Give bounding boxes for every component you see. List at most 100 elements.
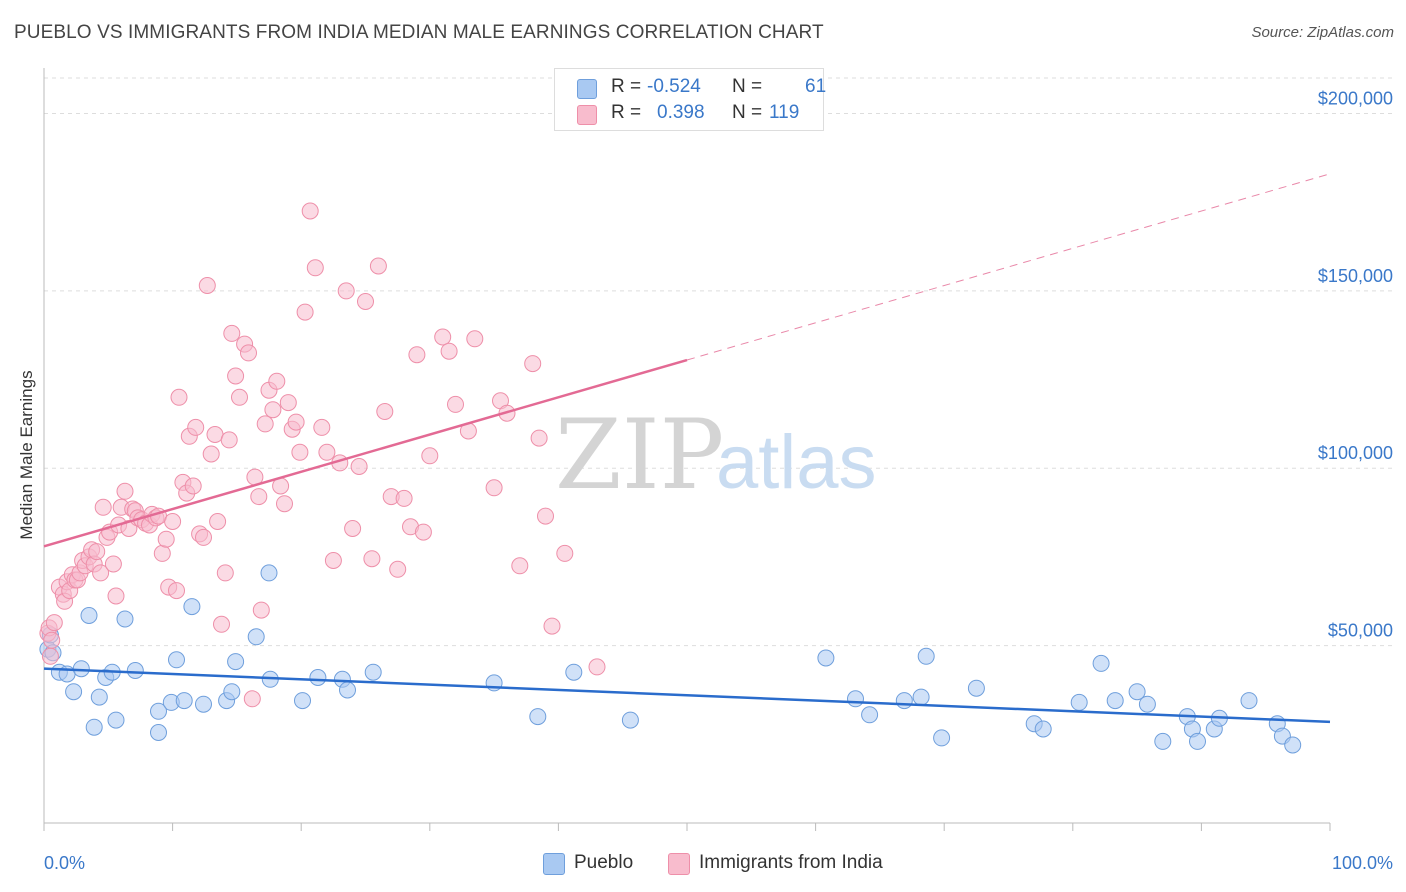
india-point <box>543 617 561 635</box>
axes <box>43 68 1331 831</box>
india-point <box>318 443 336 461</box>
india-point <box>287 413 305 431</box>
y-tick-labels: $50,000 $100,000 $150,000 $200,000 <box>1318 88 1393 640</box>
india-point <box>195 528 212 546</box>
india-point <box>223 324 241 342</box>
india-point <box>485 479 503 497</box>
x-tick-label: 100.0% <box>1332 853 1393 873</box>
india-point <box>209 513 227 530</box>
pueblo-point <box>260 564 278 582</box>
india-point <box>213 615 230 633</box>
pueblo-point <box>1138 695 1156 713</box>
india-point <box>202 445 220 463</box>
y-tick-label: $200,000 <box>1318 88 1393 108</box>
legend-r-value: 0.398 <box>657 102 705 123</box>
india-point <box>45 614 63 632</box>
india-point <box>220 431 238 449</box>
india-point <box>408 346 426 364</box>
pueblo-point <box>90 688 108 706</box>
india-point <box>556 544 574 562</box>
india-point <box>324 552 342 569</box>
india-point <box>440 342 458 360</box>
pueblo-point <box>529 708 547 726</box>
pueblo-point <box>1189 732 1206 750</box>
india-point <box>363 550 381 568</box>
pueblo-point <box>817 649 835 667</box>
pueblo-point <box>621 711 639 729</box>
india-point <box>344 520 362 537</box>
india-swatch <box>577 105 597 125</box>
india-point <box>530 429 548 447</box>
pueblo-swatch <box>577 79 597 99</box>
pueblo-point <box>126 662 144 679</box>
india-point <box>252 601 270 619</box>
pueblo-point <box>895 692 913 710</box>
pueblo-point <box>1284 736 1302 754</box>
india-point <box>157 530 175 548</box>
india-point <box>198 277 216 294</box>
india-point <box>306 259 324 277</box>
pueblo-point <box>227 653 245 671</box>
pueblo-point <box>1106 692 1124 710</box>
india-point <box>41 647 59 665</box>
watermark: ZIP atlas <box>555 399 877 511</box>
pueblo-point <box>1070 693 1088 711</box>
y-tick-label: $150,000 <box>1318 266 1393 286</box>
x-tick-labels: 0.0% 100.0% <box>44 853 1393 873</box>
india-point <box>389 560 407 578</box>
pueblo-legend-swatch <box>543 853 565 875</box>
india-point <box>301 202 319 220</box>
pueblo-point <box>294 692 311 710</box>
y-tick-label: $50,000 <box>1328 621 1393 641</box>
legend-n-value: 61 <box>805 76 827 97</box>
india-point <box>291 443 309 461</box>
india-point <box>524 355 542 373</box>
india-point <box>511 557 529 575</box>
india-legend-label: Immigrants from India <box>699 852 883 873</box>
correlation-legend: R = -0.524 N = 61 R = 0.398 N = 119 <box>554 68 827 131</box>
pueblo-point <box>847 690 864 708</box>
pueblo-point <box>917 647 935 665</box>
india-point <box>43 631 61 649</box>
data-points <box>39 202 1302 754</box>
pueblo-point <box>247 628 265 646</box>
pueblo-point <box>1034 720 1052 738</box>
pueblo-point <box>967 679 985 697</box>
india-point <box>250 488 268 506</box>
india-point <box>107 587 125 605</box>
india-point <box>537 507 554 525</box>
pueblo-point <box>1128 683 1146 701</box>
india-point <box>164 513 182 530</box>
india-trend-line <box>43 358 688 548</box>
pueblo-point <box>183 598 201 616</box>
india-point <box>376 403 394 420</box>
pueblo-point <box>861 706 879 724</box>
india-point <box>395 489 413 507</box>
india-point <box>184 477 202 495</box>
india-point <box>256 415 274 433</box>
india-point <box>466 330 484 348</box>
pueblo-point <box>912 688 930 706</box>
india-point <box>88 543 106 561</box>
x-tick-label: 0.0% <box>44 853 85 873</box>
trend-lines <box>43 173 1331 724</box>
india-point <box>187 418 205 436</box>
india-point <box>227 367 245 385</box>
pueblo-point <box>85 718 103 736</box>
y-tick-label: $100,000 <box>1318 443 1393 463</box>
pueblo-point <box>1240 692 1258 710</box>
watermark-atlas: atlas <box>716 420 877 505</box>
india-point <box>414 523 432 541</box>
india-point <box>313 418 331 436</box>
pueblo-point <box>1154 732 1172 750</box>
watermark-zip: ZIP <box>555 399 724 511</box>
legend-n-value: 119 <box>769 102 800 123</box>
india-point <box>447 395 464 413</box>
india-point <box>168 582 185 600</box>
pueblo-point <box>175 692 193 710</box>
india-point <box>153 544 171 562</box>
india-point <box>350 458 368 475</box>
india-point <box>92 564 110 582</box>
pueblo-point <box>116 610 134 628</box>
